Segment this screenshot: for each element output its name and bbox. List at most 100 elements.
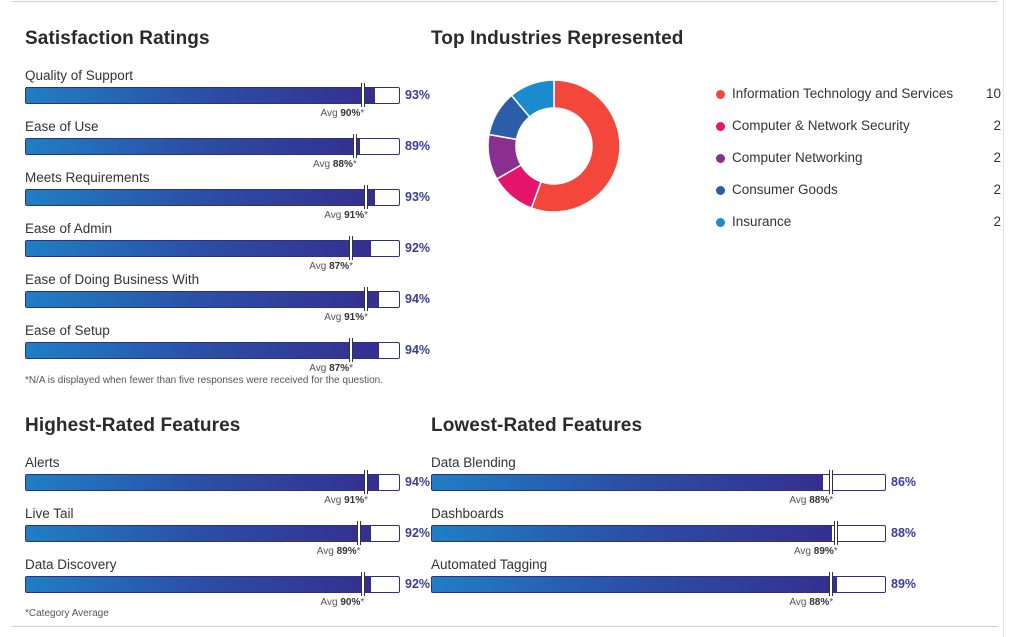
highest-rating-row: Live Tail 92% Avg 89%* (25, 506, 440, 557)
highest-rating-average: Avg 91%* (324, 495, 369, 506)
satisfaction-rating-value: 94% (405, 343, 431, 357)
highest-rating-average: Avg 90%* (320, 597, 365, 608)
satisfaction-title: Satisfaction Ratings (25, 28, 210, 49)
satisfaction-rating-row: Ease of Admin 92% Avg 87%* (25, 221, 440, 272)
lowest-category-average-marker (833, 521, 838, 545)
satisfaction-rating-label: Ease of Doing Business With (25, 272, 200, 287)
highest-rating-label: Data Discovery (25, 557, 117, 572)
satisfaction-rating-fill (26, 241, 371, 256)
satisfaction-rating-value: 94% (405, 292, 431, 306)
highest-rating-fill (26, 475, 379, 490)
satisfaction-rating-track (25, 342, 400, 359)
satisfaction-rating-fill (26, 88, 375, 103)
satisfaction-rating-fill (26, 292, 379, 307)
satisfaction-rating-label: Ease of Setup (25, 323, 110, 338)
highest-rating-fill (26, 526, 371, 541)
industries-donut-chart (487, 79, 621, 213)
highest-category-average-marker (364, 470, 369, 494)
lowest-category-average-marker (829, 572, 834, 596)
lowest-category-average-marker (829, 470, 834, 494)
lowest-rating-value: 86% (891, 475, 917, 489)
top-divider (12, 1, 998, 2)
lowest-rating-average: Avg 89%* (793, 546, 838, 557)
bottom-divider (12, 626, 998, 627)
lowest-rating-average: Avg 88%* (789, 495, 834, 506)
legend-label: Insurance (732, 214, 792, 229)
highest-rating-label: Alerts (25, 455, 60, 470)
satisfaction-rating-average: Avg 88%* (313, 159, 357, 170)
lowest-rating-row: Data Blending 86% Avg 88%* (431, 455, 926, 506)
satisfaction-rating-track (25, 138, 400, 155)
highest-rating-fill (26, 577, 371, 592)
right-border (1003, 0, 1004, 637)
lowest-rating-fill (432, 526, 833, 541)
lowest-rating-row: Dashboards 88% Avg 89%* (431, 506, 926, 557)
satisfaction-rating-track (25, 87, 400, 104)
lowest-rating-track (431, 474, 886, 491)
satisfaction-rating-average: Avg 91%* (324, 312, 369, 323)
satisfaction-rating-row: Ease of Doing Business With 94% Avg 91%* (25, 272, 440, 323)
donut-slice (510, 79, 555, 118)
lowest-rating-label: Dashboards (431, 506, 504, 521)
donut-slice (530, 79, 621, 213)
highest-category-average-marker (360, 572, 365, 596)
legend-color-dot-icon (716, 154, 725, 163)
satisfaction-rating-label: Meets Requirements (25, 170, 150, 185)
highest-rating-track (25, 474, 400, 491)
highest-rating-label: Live Tail (25, 506, 74, 521)
legend-count: 2 (993, 182, 1001, 197)
satisfaction-rating-track (25, 189, 400, 206)
satisfaction-rating-fill (26, 190, 375, 205)
satisfaction-rating-track (25, 291, 400, 308)
satisfaction-category-average-marker (349, 236, 354, 260)
satisfaction-rating-row: Meets Requirements 93% Avg 91%* (25, 170, 440, 221)
lowest-rating-label: Automated Tagging (431, 557, 548, 572)
legend-label: Computer Networking (732, 150, 863, 165)
satisfaction-rating-average: Avg 87%* (309, 261, 354, 272)
na-footnote: *N/A is displayed when fewer than five r… (25, 375, 383, 386)
lowest-rating-value: 89% (891, 577, 917, 591)
legend-label: Information Technology and Services (732, 86, 954, 101)
satisfaction-rating-value: 89% (405, 139, 431, 153)
satisfaction-rating-average: Avg 87%* (309, 363, 354, 374)
highest-rating-value: 94% (405, 475, 431, 489)
highest-rated-title: Highest-Rated Features (25, 415, 241, 436)
satisfaction-rating-fill (26, 343, 379, 358)
satisfaction-rating-label: Ease of Admin (25, 221, 113, 236)
satisfaction-rating-row: Ease of Setup 94% Avg 87%* (25, 323, 440, 374)
legend-item: Insurance 2 (716, 214, 1001, 232)
legend-count: 2 (993, 150, 1001, 165)
satisfaction-rating-average: Avg 90%* (320, 108, 365, 119)
satisfaction-category-average-marker (364, 287, 369, 311)
satisfaction-category-average-marker (364, 185, 369, 209)
highest-rating-value: 92% (405, 577, 431, 591)
satisfaction-rating-value: 93% (405, 88, 431, 102)
satisfaction-rating-row: Quality of Support 93% Avg 90%* (25, 68, 440, 119)
lowest-rating-fill (432, 577, 837, 592)
satisfaction-category-average-marker (349, 338, 354, 362)
lowest-rating-track (431, 525, 886, 542)
industries-title: Top Industries Represented (431, 28, 684, 49)
legend-color-dot-icon (716, 122, 725, 131)
lowest-rating-row: Automated Tagging 89% Avg 88%* (431, 557, 926, 608)
highest-rating-average: Avg 89%* (316, 546, 361, 557)
satisfaction-category-average-marker (360, 83, 365, 107)
lowest-rating-value: 88% (891, 526, 917, 540)
lowest-rated-title: Lowest-Rated Features (431, 415, 643, 436)
legend-color-dot-icon (716, 186, 725, 195)
highest-rating-row: Alerts 94% Avg 91%* (25, 455, 440, 506)
satisfaction-rating-track (25, 240, 400, 257)
legend-item: Computer Networking 2 (716, 150, 1001, 168)
legend-count: 2 (993, 214, 1001, 229)
highest-category-average-marker (356, 521, 361, 545)
legend-item: Consumer Goods 2 (716, 182, 1001, 200)
highest-rating-track (25, 576, 400, 593)
lowest-rating-track (431, 576, 886, 593)
legend-item: Information Technology and Services 10 (716, 86, 1001, 104)
satisfaction-rating-label: Ease of Use (25, 119, 99, 134)
satisfaction-rating-row: Ease of Use 89% Avg 88%* (25, 119, 440, 170)
legend-color-dot-icon (716, 218, 725, 227)
lowest-rating-fill (432, 475, 824, 490)
lowest-rating-label: Data Blending (431, 455, 516, 470)
legend-count: 2 (993, 118, 1001, 133)
